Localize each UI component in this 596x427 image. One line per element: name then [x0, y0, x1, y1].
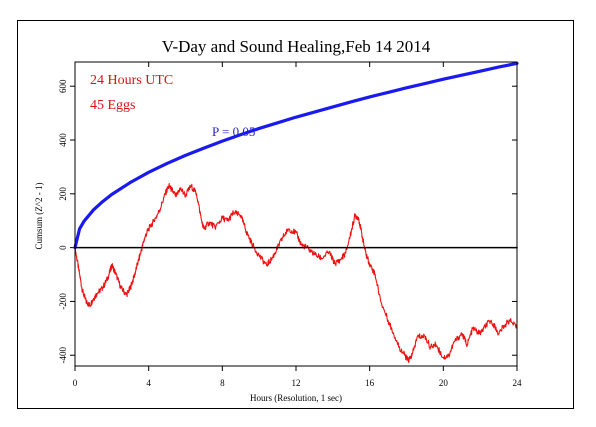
annotation-eggs: 45 Eggs: [90, 98, 136, 113]
y-tick-label-4: 400: [58, 133, 68, 147]
series-group: [73, 61, 519, 363]
chart-title: V-Day and Sound Healing,Feb 14 2014: [162, 37, 431, 56]
y-axis-label: Cumsum (Z^2 - 1): [34, 183, 44, 250]
y-tick-label-5: 600: [58, 79, 68, 93]
y-tick-label-1: -200: [58, 293, 68, 310]
outer-frame: [17, 20, 574, 409]
x-tick-label-5: 20: [439, 378, 449, 388]
plot-area-border: [74, 61, 518, 367]
plot-box-group: [74, 61, 518, 367]
annotation-p-value: P = 0.05: [212, 124, 255, 139]
x-tick-label-1: 4: [146, 378, 151, 388]
x-tick-label-2: 8: [220, 378, 225, 388]
x-tick-label-6: 24: [513, 378, 523, 388]
series-line-cumulative-deviation: [74, 182, 518, 363]
x-tick-label-0: 0: [73, 378, 78, 388]
x-tick-label-4: 16: [365, 378, 375, 388]
annotation-utc: 24 Hours UTC: [90, 73, 173, 88]
y-tick-label-0: -400: [58, 346, 68, 363]
y-tick-label-2: 0: [58, 245, 68, 250]
axes: 0 4 8 12 16 20 24 -400 -200 0 200 400 600: [58, 62, 522, 388]
y-tick-label-3: 200: [58, 187, 68, 201]
x-tick-label-3: 12: [292, 378, 301, 388]
x-axis-label: Hours (Resolution, 1 sec): [250, 393, 342, 403]
series-line-probability-envelope: [73, 61, 519, 250]
